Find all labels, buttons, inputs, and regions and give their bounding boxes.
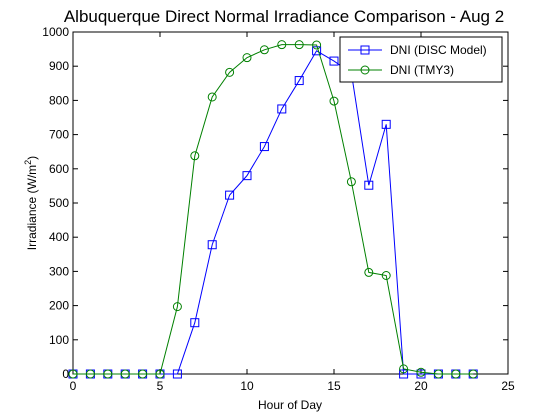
legend-label: DNI (TMY3) [390, 63, 454, 77]
data-point [364, 180, 374, 190]
y-axis-label-main: Irradiance (W/m [25, 165, 39, 250]
legend-entry-1: DNI (DISC Model) [348, 43, 487, 57]
data-point [259, 45, 269, 55]
data-point [207, 240, 217, 250]
legend-marker [360, 45, 370, 55]
legend-box [339, 36, 503, 83]
chart-title: Albuquerque Direct Normal Irradiance Com… [64, 7, 504, 26]
y-tick-label: 900 [49, 59, 69, 73]
legend-marker [360, 65, 370, 75]
y-tick-label: 1000 [42, 25, 69, 39]
legend-entry-2: DNI (TMY3) [348, 63, 454, 77]
data-point [155, 369, 165, 379]
data-point [312, 46, 322, 56]
data-point [207, 92, 217, 102]
data-point [329, 96, 339, 106]
data-point [277, 104, 287, 114]
data-point [190, 318, 200, 328]
plot-area [72, 31, 509, 375]
y-tick-label: 0 [62, 367, 69, 381]
series-layer [68, 40, 478, 379]
y-tick-label: 100 [49, 333, 69, 347]
legend: DNI (DISC Model) DNI (TMY3) [339, 36, 503, 83]
data-point [242, 53, 252, 63]
data-point [103, 369, 113, 379]
x-tick-label: 5 [157, 379, 164, 393]
data-point [172, 369, 182, 379]
series-2 [68, 40, 478, 379]
y-tick-label: 500 [49, 196, 69, 210]
x-tick-label: 20 [414, 379, 428, 393]
data-point [399, 364, 409, 374]
data-point [416, 367, 426, 377]
data-point [451, 369, 461, 379]
x-tick-label: 10 [240, 379, 254, 393]
axis-ticks: 0 5 10 15 20 25 0 100 200 300 400 500 600 700 800 900 10… [42, 25, 515, 393]
data-point [190, 151, 200, 161]
data-point [329, 56, 339, 66]
y-tick-label: 200 [49, 299, 69, 313]
x-tick-label: 25 [501, 379, 515, 393]
data-point [138, 369, 148, 379]
data-point [399, 369, 409, 379]
data-point [68, 369, 78, 379]
data-point [381, 119, 391, 129]
data-point [259, 142, 269, 152]
data-point [277, 40, 287, 50]
data-point [312, 40, 322, 50]
y-tick-label: 400 [49, 230, 69, 244]
x-tick-label: 15 [327, 379, 341, 393]
y-tick-label: 600 [49, 162, 69, 176]
x-tick-label: 0 [70, 379, 77, 393]
data-point [85, 369, 95, 379]
data-point [364, 267, 374, 277]
y-tick-label: 700 [49, 128, 69, 142]
y-axis-label-superscript: 2 [23, 160, 33, 165]
y-axis-label: Irradiance (W/m2) [23, 156, 39, 250]
data-point [294, 76, 304, 86]
y-axis-label-close: ) [25, 156, 39, 160]
data-point [120, 369, 130, 379]
series-line [73, 44, 474, 375]
data-point [294, 40, 304, 50]
y-tick-label: 300 [49, 264, 69, 278]
data-point [225, 67, 235, 77]
data-point [242, 171, 252, 181]
data-point [225, 190, 235, 200]
data-point [381, 271, 391, 281]
data-point [346, 177, 356, 187]
data-point [433, 369, 443, 379]
data-point [468, 369, 478, 379]
data-point [172, 302, 182, 312]
y-tick-label: 800 [49, 93, 69, 107]
legend-label: DNI (DISC Model) [390, 43, 487, 57]
x-axis-label: Hour of Day [258, 398, 322, 412]
